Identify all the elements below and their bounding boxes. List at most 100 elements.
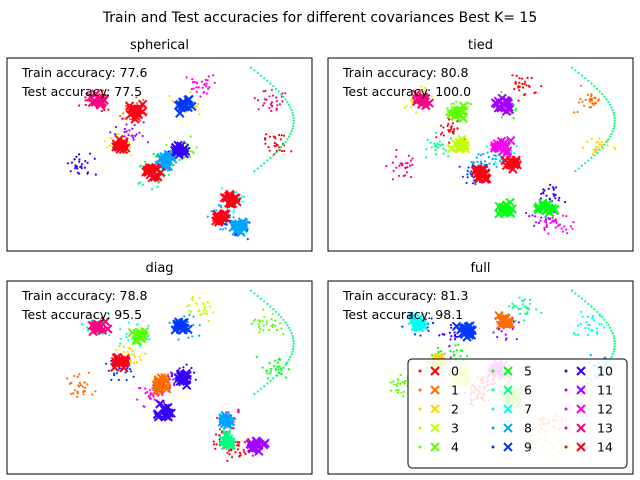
scatter-dot	[525, 312, 528, 315]
scatter-dot	[272, 154, 275, 157]
scatter-dot	[404, 174, 407, 177]
scatter-dot	[449, 349, 452, 353]
scatter-dot	[131, 127, 134, 130]
cluster-marker	[460, 140, 470, 151]
scatter-dot	[224, 227, 227, 230]
scatter-dot	[170, 374, 173, 377]
cluster-marker	[119, 137, 129, 147]
scatter-dot	[201, 312, 204, 315]
scatter-dot	[269, 82, 272, 85]
cluster-marker	[93, 321, 103, 331]
scatter-dot	[272, 85, 275, 88]
cluster-marker	[94, 323, 104, 334]
scatter-dot	[250, 322, 253, 325]
scatter-dot	[128, 117, 132, 121]
scatter-dot	[280, 373, 283, 376]
scatter-dot	[467, 102, 470, 105]
scatter-dot	[225, 223, 228, 226]
scatter-dot	[205, 92, 208, 95]
scatter-dot	[613, 340, 616, 343]
scatter-dot	[587, 302, 590, 305]
scatter-dot	[129, 370, 133, 373]
scatter-dot	[290, 109, 293, 112]
scatter-dot	[592, 103, 595, 107]
scatter-dot	[405, 104, 408, 107]
scatter-dot	[86, 161, 89, 164]
scatter-dot	[126, 367, 129, 370]
scatter-dot	[142, 98, 145, 101]
scatter-dot	[168, 321, 171, 324]
cluster-marker	[502, 205, 512, 215]
panel-diag: diag Train accuracy: 78.8 Test accuracy: 9…	[6, 261, 313, 475]
scatter-dot	[514, 319, 517, 322]
scatter-dot	[411, 163, 414, 166]
legend-item: 12	[564, 402, 613, 417]
scatter-dot	[543, 228, 546, 231]
scatter-dot	[574, 292, 577, 295]
scatter-dot	[113, 133, 117, 136]
scatter-dot	[436, 142, 439, 145]
scatter-dot	[199, 95, 202, 98]
scatter-dot	[572, 332, 576, 335]
scatter-dot	[533, 224, 536, 227]
scatter-dot	[129, 347, 132, 351]
scatter-dot	[286, 138, 289, 141]
scatter-dot	[477, 153, 480, 156]
scatter-dot	[596, 310, 599, 313]
scatter-dot	[284, 363, 287, 367]
scatter-dot	[581, 146, 585, 149]
scatter-dot	[275, 149, 278, 152]
scatter-dot	[192, 151, 195, 154]
scatter-dot	[290, 150, 293, 153]
scatter-dot	[278, 133, 281, 137]
scatter-dot	[584, 300, 587, 303]
scatter-dot	[593, 102, 596, 105]
scatter-dot	[221, 228, 224, 231]
scatter-dot	[525, 84, 528, 87]
scatter-dot	[207, 75, 210, 78]
scatter-dot	[458, 165, 461, 168]
scatter-dot	[190, 297, 193, 300]
scatter-dot	[136, 398, 139, 401]
scatter-dot	[203, 83, 206, 86]
scatter-dot	[435, 131, 438, 134]
scatter-dot	[432, 321, 435, 325]
cluster-marker	[178, 372, 189, 382]
scatter-dot	[280, 327, 283, 330]
accuracy-annotation: Test accuracy: 77.5	[21, 84, 142, 99]
scatter-dot	[277, 148, 280, 151]
scatter-dot	[492, 331, 495, 334]
scatter-dot	[123, 135, 126, 138]
scatter-dot	[574, 69, 577, 72]
scatter-dot	[128, 368, 132, 371]
scatter-dot	[263, 102, 266, 105]
cluster-marker	[221, 429, 232, 439]
scatter-dot	[471, 174, 474, 178]
scatter-dot	[86, 326, 89, 329]
scatter-dot	[268, 135, 271, 138]
scatter-dot	[581, 100, 584, 103]
scatter-dot	[183, 315, 186, 318]
scatter-dot	[391, 178, 394, 181]
scatter-dot	[80, 323, 84, 326]
scatter-dot	[450, 128, 453, 131]
cluster-marker	[505, 135, 516, 146]
scatter-dot	[101, 89, 104, 92]
scatter-dot	[472, 179, 476, 182]
scatter-dot	[94, 173, 97, 176]
scatter-dot	[598, 323, 601, 326]
scatter-dot	[553, 194, 556, 198]
scatter-dot	[406, 166, 409, 169]
cluster-marker	[480, 169, 490, 180]
scatter-dot	[257, 323, 260, 326]
scatter-dot	[552, 219, 555, 222]
scatter-dot	[265, 320, 268, 323]
scatter-dot	[83, 166, 86, 169]
scatter-dot	[152, 152, 155, 156]
scatter-dot	[431, 354, 434, 357]
scatter-dot	[442, 152, 445, 155]
scatter-dot	[275, 96, 278, 99]
scatter-dot	[265, 322, 268, 326]
legend-label: 14	[597, 440, 613, 455]
scatter-dot	[141, 183, 144, 186]
